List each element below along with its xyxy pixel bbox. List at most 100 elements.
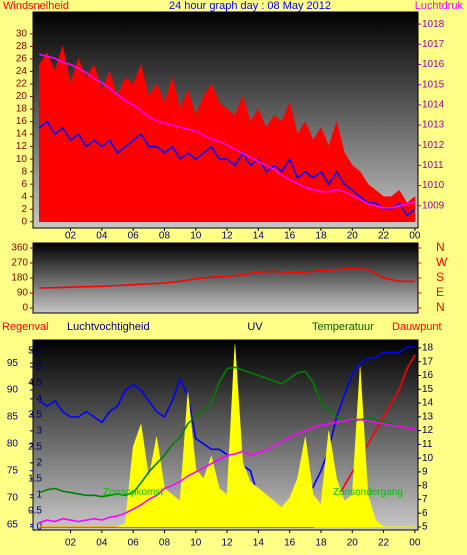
y3-tick-label: 0.5	[28, 505, 42, 516]
x-tick-label: 14	[253, 231, 265, 242]
y3-tick-label: 1	[36, 489, 42, 500]
series-line	[39, 366, 416, 498]
y2-tick-label: 5	[422, 522, 428, 533]
legend-label: UV	[247, 321, 263, 333]
y-tick-label: 180	[11, 273, 28, 284]
y2-tick-label: 1011	[422, 160, 444, 171]
y-tick-label: 75	[7, 465, 19, 476]
x-tick-label: 12	[222, 538, 234, 549]
x-tick-label: 16	[284, 231, 296, 242]
y-tick-label: 90	[7, 385, 19, 396]
y2-tick-label: 1014	[422, 100, 445, 111]
x-tick-label: 18	[315, 231, 327, 242]
y2-tick-label: 1013	[422, 120, 445, 131]
x-tick-label: 20	[347, 231, 359, 242]
y2-tick-label: 1018	[422, 19, 445, 30]
y2-tick-label: N	[436, 300, 445, 314]
y-tick-label: 2	[21, 204, 27, 215]
y2-tick-label: 12	[422, 425, 434, 436]
y2-tick-label: W	[436, 255, 448, 269]
x-tick-label: 10	[190, 538, 202, 549]
y2-tick-label: S	[436, 270, 444, 284]
y2-tick-label: 1009	[422, 200, 445, 211]
y3-tick-label: 2.5	[28, 441, 42, 452]
y-tick-label: 85	[7, 412, 19, 423]
legend-label: Temperatuur	[312, 321, 374, 333]
series-line	[39, 53, 416, 209]
x-tick-label: 02	[65, 538, 77, 549]
y-tick-label: 4	[21, 191, 27, 202]
y3-tick-label: 5.5	[28, 346, 42, 357]
y-tick-label: 80	[7, 439, 19, 450]
y3-tick-label: 4	[36, 393, 42, 404]
x-tick-label: 20	[347, 538, 359, 549]
x-tick-label: 12	[222, 231, 234, 242]
y-tick-label: 24	[16, 66, 28, 77]
series-line	[38, 120, 416, 217]
annotation: Zonsopkomst	[103, 487, 163, 498]
y-axis-title: Windsnelheid	[3, 0, 69, 12]
x-tick-label: 00	[409, 231, 421, 242]
y-tick-label: 0	[22, 303, 28, 314]
y2-axis-title: Luchtdruk	[415, 0, 464, 12]
y-tick-label: 95	[7, 358, 19, 369]
y-tick-label: 90	[17, 288, 29, 299]
x-tick-label: 16	[284, 538, 296, 549]
y2-tick-label: 1015	[422, 79, 445, 90]
series-line	[39, 418, 416, 524]
y-tick-label: 22	[16, 79, 28, 90]
legend-label: Dauwpunt	[392, 321, 442, 333]
x-tick-label: 22	[378, 231, 390, 242]
y2-tick-label: 9	[422, 467, 428, 478]
x-tick-label: 08	[159, 538, 171, 549]
x-tick-label: 02	[65, 231, 77, 242]
y-tick-label: 8	[21, 166, 27, 177]
y2-tick-label: 11	[422, 439, 433, 450]
legend-label: Luchtvochtigheid	[67, 321, 150, 333]
y-tick-label: 65	[7, 519, 19, 530]
annotation: Zonsondergang	[333, 487, 403, 498]
x-tick-label: 22	[378, 538, 390, 549]
y-tick-label: 12	[16, 141, 28, 152]
y-tick-label: 10	[16, 154, 28, 165]
x-tick-label: 06	[128, 231, 140, 242]
y-tick-label: 20	[16, 91, 28, 102]
x-tick-label: 08	[159, 231, 171, 242]
y-tick-label: 18	[16, 104, 28, 115]
x-tick-label: 06	[128, 538, 140, 549]
x-tick-label: 00	[409, 538, 421, 549]
y3-tick-label: 3	[36, 425, 42, 436]
y2-tick-label: 13	[422, 411, 434, 422]
y2-tick-label: 6	[422, 508, 428, 519]
y2-tick-label: 14	[422, 398, 434, 409]
y-tick-label: 270	[11, 258, 28, 269]
series-line	[39, 267, 415, 289]
plot-area	[32, 242, 419, 314]
y-tick-label: 16	[16, 116, 28, 127]
x-tick-label: 18	[315, 538, 327, 549]
series-area	[39, 45, 416, 223]
y-tick-label: 360	[11, 243, 28, 254]
y-tick-label: 0	[21, 216, 27, 227]
chart-title: 24 hour graph day : 08 May 2012	[169, 0, 331, 12]
y2-tick-label: 10	[422, 453, 434, 464]
y-tick-label: 26	[16, 54, 28, 65]
x-tick-label: 10	[190, 231, 202, 242]
y3-tick-label: 2	[36, 457, 42, 468]
x-tick-label: 04	[96, 538, 108, 549]
y2-tick-label: E	[436, 285, 444, 299]
series-area	[39, 344, 416, 528]
y2-tick-label: 1010	[422, 180, 445, 191]
y3-tick-label: 5	[36, 362, 42, 373]
y-tick-label: 30	[16, 29, 28, 40]
y2-tick-label: 18	[422, 343, 434, 354]
y2-tick-label: N	[436, 240, 445, 254]
y2-tick-label: 7	[422, 494, 428, 505]
x-tick-label: 14	[253, 538, 265, 549]
y-tick-label: 28	[16, 41, 28, 52]
y-tick-label: 70	[7, 492, 19, 503]
y2-tick-label: 8	[422, 480, 428, 491]
y2-tick-label: 1012	[422, 140, 445, 151]
y-tick-label: 6	[21, 179, 27, 190]
y3-tick-label: 1.5	[28, 473, 42, 484]
